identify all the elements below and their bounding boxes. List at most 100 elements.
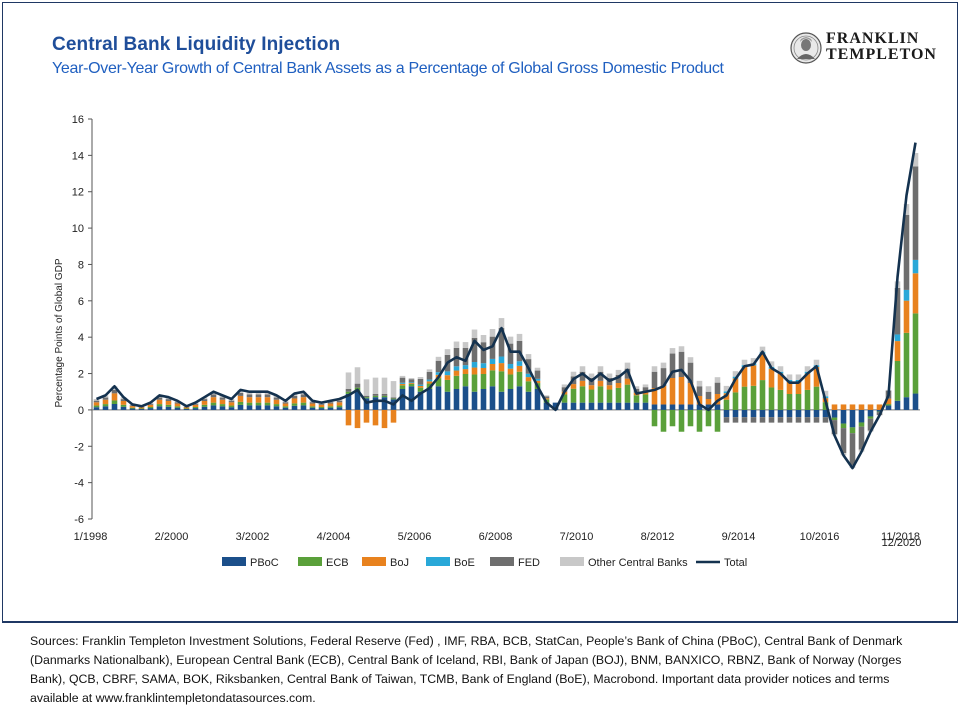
bar-other-central-banks <box>255 391 262 395</box>
bar-fed <box>714 382 721 394</box>
bar-fed <box>705 391 712 399</box>
y-tick-label: -4 <box>74 478 84 490</box>
bar-ecb <box>507 374 514 389</box>
x-tick-label: 10/2016 <box>800 531 840 543</box>
bar-ecb <box>768 387 775 410</box>
bar-fed <box>318 403 325 405</box>
bar-pboc <box>543 402 550 410</box>
bar-other-central-banks <box>444 349 451 355</box>
bar-ecb <box>345 391 352 394</box>
bar-boj <box>129 406 136 408</box>
bar-pboc <box>903 397 910 410</box>
bar-other-central-banks <box>732 371 739 377</box>
bar-fed <box>831 420 838 435</box>
bar-boe <box>489 358 496 364</box>
bar-pboc <box>183 409 190 410</box>
bar-boj <box>246 397 253 403</box>
bar-other-central-banks <box>759 346 766 353</box>
bar-boj <box>264 397 271 403</box>
bar-pboc <box>228 407 235 410</box>
logo-text-franklin: FRANKLIN <box>826 30 920 47</box>
bar-boe <box>408 382 415 384</box>
legend-label: Other Central Banks <box>588 557 688 569</box>
bar-boj <box>768 368 775 388</box>
bar-pboc <box>867 409 874 417</box>
bar-ecb <box>318 407 325 409</box>
bar-ecb <box>237 401 244 405</box>
bar-ecb <box>174 406 181 408</box>
x-tick-label: 8/2012 <box>641 531 675 543</box>
bar-pboc <box>363 398 370 410</box>
x-tick-label: 11/2018 <box>881 531 920 543</box>
bar-boj <box>759 353 766 381</box>
legend-label: Total <box>724 557 747 569</box>
bar-boj <box>660 386 667 405</box>
bar-boj <box>606 385 613 390</box>
bar-other-central-banks <box>741 359 748 366</box>
bar-pboc <box>525 391 532 410</box>
bar-boj <box>183 407 190 409</box>
bar-ecb <box>786 394 793 410</box>
bar-fed <box>543 396 550 399</box>
bar-pboc <box>318 408 325 410</box>
bar-pboc <box>669 404 676 410</box>
chart-title: Central Bank Liquidity Injection <box>52 34 341 55</box>
bar-ecb <box>732 392 739 410</box>
bar-other-central-banks <box>651 366 658 372</box>
bar-pboc <box>615 402 622 410</box>
bar-boj <box>831 404 838 410</box>
bar-boj <box>894 341 901 361</box>
bar-fed <box>507 343 514 364</box>
bar-boj <box>696 396 703 405</box>
bar-boj <box>381 409 388 429</box>
bar-pboc <box>750 409 757 418</box>
bar-ecb <box>228 405 235 408</box>
bar-boj <box>867 404 874 410</box>
bar-ecb <box>903 332 910 398</box>
bar-pboc <box>129 408 136 410</box>
bar-fed <box>462 347 469 366</box>
bar-pboc <box>516 386 523 410</box>
bar-boj <box>570 384 577 389</box>
bar-pboc <box>570 402 577 410</box>
bar-ecb <box>633 395 640 403</box>
bar-pboc <box>894 400 901 410</box>
bar-other-central-banks <box>588 373 595 378</box>
bar-boj <box>399 383 406 386</box>
bar-pboc <box>606 402 613 410</box>
bar-fed <box>165 399 172 401</box>
bar-pboc <box>507 389 514 410</box>
bar-pboc <box>480 389 487 410</box>
bar-fed <box>489 336 496 359</box>
bar-boj <box>480 368 487 374</box>
bar-boe <box>480 363 487 368</box>
bar-fed <box>93 400 100 403</box>
bar-other-central-banks <box>345 372 352 389</box>
bar-pboc <box>804 409 811 418</box>
bar-ecb <box>273 404 280 407</box>
bar-fed <box>696 386 703 396</box>
bar-ecb <box>192 407 199 409</box>
bar-other-central-banks <box>462 342 469 348</box>
bar-ecb <box>687 409 694 427</box>
bar-other-central-banks <box>453 341 460 348</box>
bar-fed <box>777 417 784 423</box>
bar-fed <box>723 417 730 423</box>
bar-boj <box>912 273 919 314</box>
bar-other-central-banks <box>507 336 514 344</box>
chart-line <box>96 142 917 470</box>
bar-fed <box>345 388 352 392</box>
bar-other-central-banks <box>903 204 910 215</box>
bar-ecb <box>615 387 622 403</box>
bar-other-central-banks <box>525 354 532 360</box>
bar-boj <box>444 375 451 380</box>
bar-other-central-banks <box>417 377 424 379</box>
bar-other-central-banks <box>912 153 919 167</box>
bar-fed <box>102 397 109 400</box>
bar-boj <box>210 397 217 403</box>
bar-ecb <box>201 404 208 407</box>
bar-fed <box>678 351 685 377</box>
bar-other-central-banks <box>606 373 613 378</box>
bar-ecb <box>858 422 865 427</box>
bar-pboc <box>651 404 658 410</box>
